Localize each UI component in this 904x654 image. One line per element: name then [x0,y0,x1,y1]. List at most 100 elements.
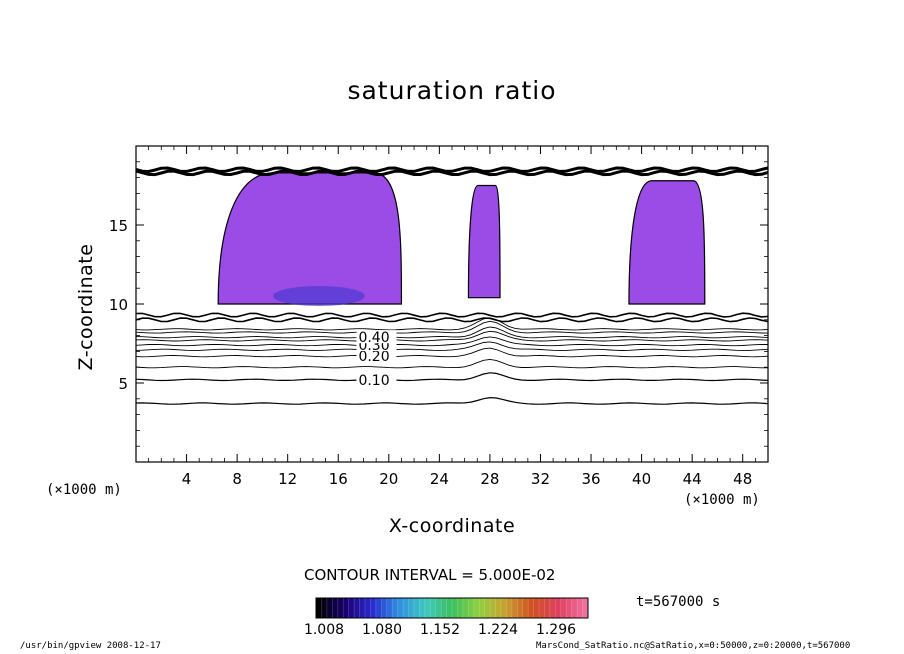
colorbar-cell [348,598,355,618]
x-tick-label: 16 [329,470,348,488]
colorbar-cell [473,598,480,618]
contour-band-line [136,317,768,323]
contour-labels: 0.100.200.300.40 [356,330,397,389]
colorbar-cell [560,598,567,618]
contour-label: 0.10 [358,373,389,389]
x-tick-label: 24 [430,470,449,488]
y-tick-label: 10 [109,296,128,314]
colorbar-cell [370,598,377,618]
filled-regions [217,172,706,306]
colorbar-cell [506,598,513,618]
x-unit-right: (×1000 m) [684,492,760,508]
contour-band-line [136,166,768,174]
colorbar-cell [549,598,556,618]
colorbar-cell [359,598,366,618]
contour-line-0.25 [136,341,768,351]
x-tick-label: 48 [733,470,752,488]
contour-label-bg [356,330,397,344]
colorbar-cell [539,598,545,618]
colorbar-cell [441,598,447,618]
x-unit-left: (×1000 m) [46,482,122,498]
colorbar-tick-label: 1.224 [477,622,519,638]
filled-region-supersaturated-east [628,180,706,305]
colorbar-cell [321,598,328,618]
colorbar-cell [577,598,583,618]
colorbar-cell [462,598,469,618]
y-tick-label: 15 [109,217,128,235]
colorbar-cell [392,598,398,618]
contour-line-0.30 [136,336,768,347]
colorbar-cell [364,598,371,618]
colorbar-cell [511,598,518,618]
colorbar-cell [337,598,344,618]
colorbar-cell [354,598,360,618]
colorbar-cell [490,598,496,618]
colorbar-cell [408,598,415,618]
contour-line-0.10 [136,372,768,382]
colorbar-cell [332,598,339,618]
x-tick-label: 12 [278,470,297,488]
x-tick-label: 44 [683,470,702,488]
x-tick-label: 40 [632,470,651,488]
contour-label-bg [356,372,397,386]
contour-label: 0.20 [358,349,389,365]
colorbar-cell [468,598,475,618]
footer-left: /usr/bin/gpview 2008-12-17 [20,641,161,651]
contour-line-0.05 [136,396,768,405]
colorbar-tick-label: 1.152 [419,622,461,638]
colorbar-cell [413,598,420,618]
contour-band-line [136,312,768,318]
contour-line-0.50 [136,317,768,331]
colorbar-cell [566,598,572,618]
colorbar-cell [452,598,458,618]
x-tick-label: 36 [581,470,600,488]
contour-line-0.40 [136,326,768,339]
colorbar-cell [571,598,578,618]
colorbar-cell [522,598,529,618]
contour-lines [136,166,768,405]
contour-line-0.20 [136,347,768,358]
y-tick-label: 5 [118,375,128,393]
colorbar-frame [315,597,589,619]
colorbar-cell [484,598,491,618]
contour-line-0.35 [136,330,768,342]
colorbar-cell [528,598,534,618]
colorbar-cell [316,598,322,618]
colorbar [315,597,589,619]
colorbar-cell [430,598,436,618]
contour-band-line [136,169,768,177]
colorbar-cell [582,598,589,618]
time-label: t=567000 s [636,594,721,610]
x-tick-label: 8 [232,470,242,488]
colorbar-cell [479,598,485,618]
colorbar-cell [343,598,349,618]
colorbar-cell [435,598,442,618]
colorbar-cell [555,598,562,618]
colorbar-cell [457,598,464,618]
filled-region-core [273,286,365,306]
x-axis-label: X-coordinate [388,515,516,537]
contour-label-bg [356,349,397,363]
contour-interval-label: CONTOUR INTERVAL = 5.000E-02 [304,566,556,584]
colorbar-cell [326,598,333,618]
colorbar-cell [424,598,431,618]
colorbar-cell [544,598,551,618]
x-tick-label: 32 [531,470,550,488]
colorbar-cell [375,598,382,618]
footer-right: MarsCond_SatRatio.nc@SatRatio,x=0:50000,… [536,641,851,651]
contour-line-0.15 [136,358,768,369]
colorbar-cell [500,598,507,618]
chart-title: saturation ratio [347,76,557,105]
colorbar-tick-label: 1.008 [303,622,345,638]
colorbar-cell [533,598,540,618]
colorbar-cell [381,598,388,618]
colorbar-tick-label: 1.080 [361,622,403,638]
contour-label: 0.40 [358,330,389,346]
colorbar-cell [419,598,426,618]
colorbar-cell [517,598,524,618]
colorbar-cell [386,598,393,618]
filled-region-supersaturated-west [217,172,403,305]
filled-region-supersaturated-center [467,184,501,299]
